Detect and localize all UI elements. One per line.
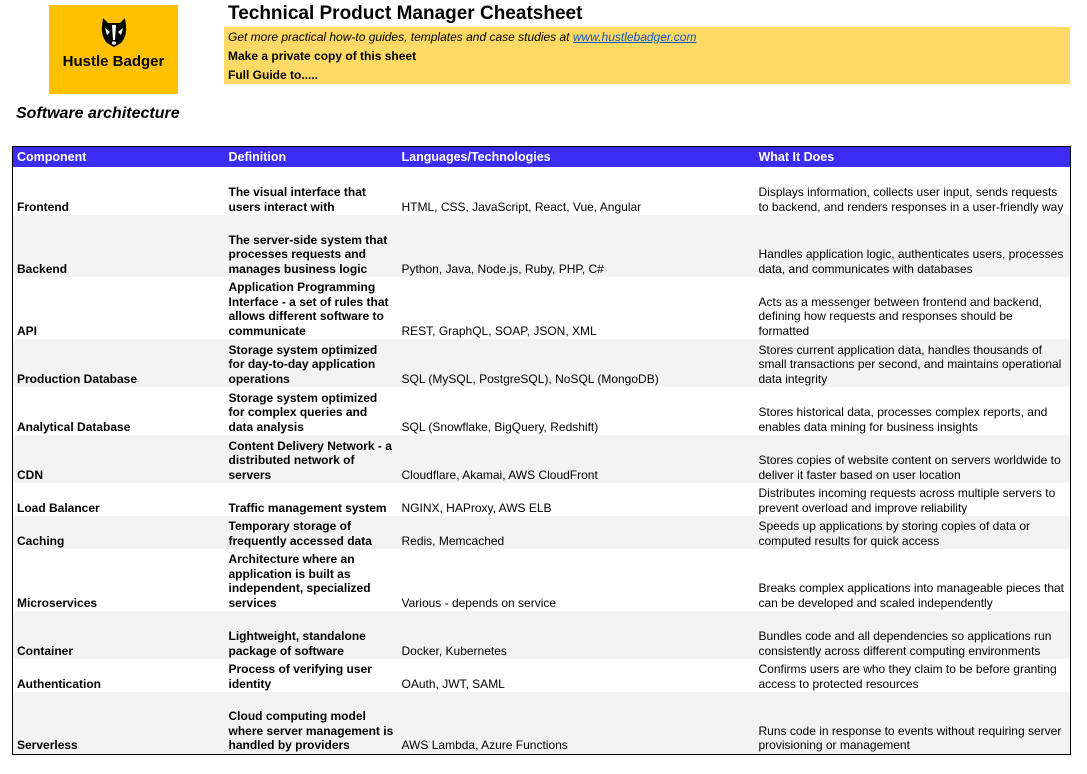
table-row: CDN Content Delivery Network - a distrib… [12,435,1071,483]
component-cell: Container [12,611,225,659]
table-header-row: Component Definition Languages/Technolog… [12,146,1071,167]
technologies-cell: NGINX, HAProxy, AWS ELB [401,500,552,515]
what-it-does-cell: Handles application logic, authenticates… [754,215,1071,277]
technologies-cell: REST, GraphQL, SOAP, JSON, XML [401,323,597,338]
table-row: Frontend The visual interface that users… [13,167,1071,215]
technologies-cell: HTML, CSS, JavaScript, React, Vue, Angul… [401,199,642,214]
definition-cell: Temporary storage of frequently accessed… [224,516,398,549]
what-it-does-cell: Distributes incoming requests across mul… [758,486,1056,515]
what-it-does-cell: Confirms users are who they claim to be … [758,662,1057,691]
component-cell: Load Balancer [17,500,100,515]
definition-cell: Storage system optimized for complex que… [228,390,378,434]
what-it-does-cell: Speeds up applications by storing copies… [754,516,1071,549]
section-title: Software architecture [16,105,180,122]
architecture-table: Component Definition Languages/Technolog… [12,146,1071,755]
column-header-component: Component [12,146,225,167]
definition-cell: The visual interface that users interact… [228,185,366,214]
table-row: Serverless Cloud computing model where s… [12,692,1071,754]
definition-cell: Storage system optimized for day-to-day … [224,339,398,387]
website-link[interactable]: www.hustlebadger.com [572,30,697,44]
component-cell: CDN [12,435,225,483]
table-row: Microservices Architecture where an appl… [13,549,1071,611]
technologies-cell: AWS Lambda, Azure Functions [397,692,755,754]
what-it-does-cell: Breaks complex applications into managea… [758,581,1065,610]
table-row: Caching Temporary storage of frequently … [12,516,1071,549]
what-it-does-cell: Stores historical data, processes comple… [758,405,1048,434]
info-banner: Get more practical how-to guides, templa… [224,27,1070,84]
component-cell: API [17,323,38,338]
page-title: Technical Product Manager Cheatsheet [228,3,583,24]
definition-cell: Cloud computing model where server manag… [224,692,398,754]
component-cell: Serverless [12,692,225,754]
table-row: Production Database Storage system optim… [12,339,1071,387]
technologies-cell: Various - depends on service [401,595,557,610]
what-it-does-cell: Displays information, collects user inpu… [758,185,1064,214]
definition-cell: Architecture where an application is bui… [228,552,371,610]
what-it-does-cell: Runs code in response to events without … [754,692,1071,754]
what-it-does-cell: Stores copies of website content on serv… [754,435,1071,483]
what-it-does-cell: Bundles code and all dependencies so app… [754,611,1071,659]
what-it-does-cell: Acts as a messenger between frontend and… [758,294,1043,338]
component-cell: Analytical Database [17,419,131,434]
technologies-cell: SQL (Snowflake, BigQuery, Redshift) [401,419,599,434]
technologies-cell: Cloudflare, Akamai, AWS CloudFront [397,435,755,483]
hustle-badger-logo: Hustle Badger [49,5,178,94]
component-cell: Microservices [17,595,98,610]
column-header-definition: Definition [224,146,398,167]
technologies-cell: Python, Java, Node.js, Ruby, PHP, C# [397,215,755,277]
technologies-cell: Docker, Kubernetes [397,611,755,659]
technologies-cell: Redis, Memcached [397,516,755,549]
component-cell: Authentication [17,676,101,691]
technologies-cell: OAuth, JWT, SAML [401,676,505,691]
column-header-what-it-does: What It Does [754,146,1071,167]
definition-cell: Traffic management system [228,500,387,515]
definition-cell: Process of verifying user identity [228,662,372,691]
table-row: Analytical Database Storage system optim… [13,387,1071,435]
table-row: Backend The server-side system that proc… [12,215,1071,277]
definition-cell: The server-side system that processes re… [224,215,398,277]
component-cell: Caching [12,516,225,549]
table-row: API Application Programming Interface - … [13,277,1071,339]
tagline: Get more practical how-to guides, templa… [228,30,696,44]
definition-cell: Lightweight, standalone package of softw… [224,611,398,659]
full-guide-link[interactable]: Full Guide to..... [228,68,318,82]
logo-text: Hustle Badger [62,53,165,70]
table-row: Load Balancer Traffic management system … [13,483,1071,516]
private-copy-link[interactable]: Make a private copy of this sheet [228,49,417,63]
tagline-text: Get more practical how-to guides, templa… [228,30,573,44]
table-row: Authentication Process of verifying user… [13,659,1071,692]
component-cell: Frontend [17,199,69,214]
definition-cell: Content Delivery Network - a distributed… [224,435,398,483]
technologies-cell: SQL (MySQL, PostgreSQL), NoSQL (MongoDB) [397,339,755,387]
component-cell: Production Database [12,339,225,387]
definition-cell: Application Programming Interface - a se… [228,280,389,338]
table-row: Container Lightweight, standalone packag… [12,611,1071,659]
what-it-does-cell: Stores current application data, handles… [754,339,1071,387]
component-cell: Backend [12,215,225,277]
column-header-technologies: Languages/Technologies [397,146,755,167]
badger-icon [101,18,126,47]
